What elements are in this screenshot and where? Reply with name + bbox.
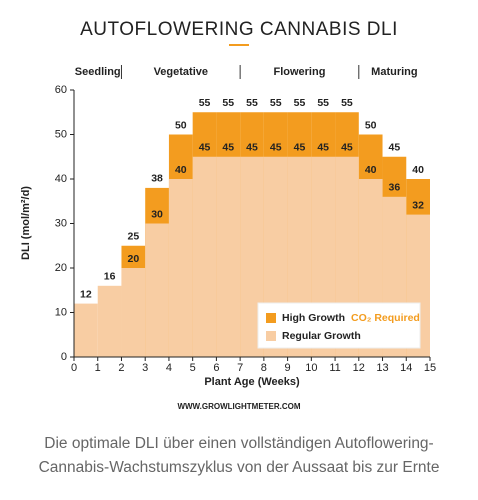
x-tick-label: 9 xyxy=(285,362,291,374)
value-label: 45 xyxy=(341,142,353,154)
legend-swatch xyxy=(266,313,276,323)
y-axis-label: DLI (mol/m²/d) xyxy=(20,186,32,260)
value-label: 32 xyxy=(412,199,424,211)
x-tick-label: 5 xyxy=(190,362,196,374)
x-tick-label: 13 xyxy=(376,362,388,374)
legend-box xyxy=(257,302,421,349)
value-label: 40 xyxy=(175,164,187,176)
stage-label: Vegetative xyxy=(154,66,208,78)
x-tick-label: 12 xyxy=(353,362,365,374)
value-label: 38 xyxy=(151,173,163,185)
value-label: 20 xyxy=(127,253,139,265)
bar xyxy=(97,285,122,357)
x-tick-label: 11 xyxy=(329,362,340,374)
bar xyxy=(192,156,217,357)
bar xyxy=(121,268,146,357)
x-tick-label: 4 xyxy=(166,362,172,374)
value-label: 40 xyxy=(365,164,377,176)
bar xyxy=(168,179,193,357)
x-tick-label: 14 xyxy=(400,362,412,374)
value-label: 55 xyxy=(246,97,258,109)
value-label: 16 xyxy=(104,271,116,283)
value-label: 45 xyxy=(246,142,258,154)
value-label: 45 xyxy=(389,142,401,154)
x-tick-label: 3 xyxy=(142,362,148,374)
x-tick-label: 2 xyxy=(118,362,124,374)
y-tick-label: 0 xyxy=(61,351,67,363)
caption: Die optimale DLI über einen vollständige… xyxy=(38,435,440,476)
y-tick-label: 50 xyxy=(55,128,67,140)
x-axis-label: Plant Age (Weeks) xyxy=(204,376,300,388)
x-tick-label: 10 xyxy=(305,362,317,374)
legend-swatch xyxy=(266,331,276,341)
stage-label: Seedling xyxy=(75,66,121,78)
y-tick-label: 60 xyxy=(55,84,67,96)
value-label: 30 xyxy=(151,208,163,220)
chart-title: AUTOFLOWERING CANNABIS DLI xyxy=(80,19,398,40)
legend-label: Regular Growth xyxy=(282,330,361,342)
value-label: 55 xyxy=(341,97,353,109)
bar xyxy=(145,223,169,357)
y-tick-label: 10 xyxy=(55,306,67,318)
bar xyxy=(74,303,98,357)
bar xyxy=(216,156,241,357)
x-tick-label: 0 xyxy=(71,362,77,374)
value-label: 50 xyxy=(175,119,187,131)
y-tick-label: 30 xyxy=(55,217,67,229)
stage-label: Maturing xyxy=(371,66,417,78)
stage-label: Flowering xyxy=(273,66,325,78)
value-label: 12 xyxy=(80,288,92,300)
y-tick-label: 40 xyxy=(55,173,67,185)
value-label: 55 xyxy=(199,97,211,109)
x-tick-label: 1 xyxy=(95,362,101,374)
y-tick-label: 20 xyxy=(55,262,67,274)
value-label: 45 xyxy=(317,142,329,154)
x-tick-label: 15 xyxy=(424,362,436,374)
value-label: 55 xyxy=(270,97,282,109)
value-label: 55 xyxy=(222,97,234,109)
source: WWW.GROWLIGHTMETER.COM xyxy=(177,402,300,411)
value-label: 45 xyxy=(270,142,282,154)
value-label: 45 xyxy=(199,142,211,154)
chart: AUTOFLOWERING CANNABIS DLI DLI (mol/m²/d… xyxy=(20,19,436,411)
x-tick-label: 8 xyxy=(261,362,267,374)
value-label: 40 xyxy=(412,164,424,176)
value-label: 45 xyxy=(222,142,234,154)
x-tick-label: 7 xyxy=(237,362,243,374)
legend-label: High Growth xyxy=(282,312,345,324)
value-label: 45 xyxy=(294,142,306,154)
value-label: 25 xyxy=(127,231,139,243)
legend: High Growth CO₂ Required Regular Growth xyxy=(257,302,421,349)
value-label: 36 xyxy=(389,182,401,194)
x-tick-label: 6 xyxy=(213,362,219,374)
value-label: 55 xyxy=(317,97,329,109)
legend-note: CO₂ Required xyxy=(351,312,420,324)
value-label: 55 xyxy=(294,97,306,109)
value-label: 50 xyxy=(365,119,377,131)
